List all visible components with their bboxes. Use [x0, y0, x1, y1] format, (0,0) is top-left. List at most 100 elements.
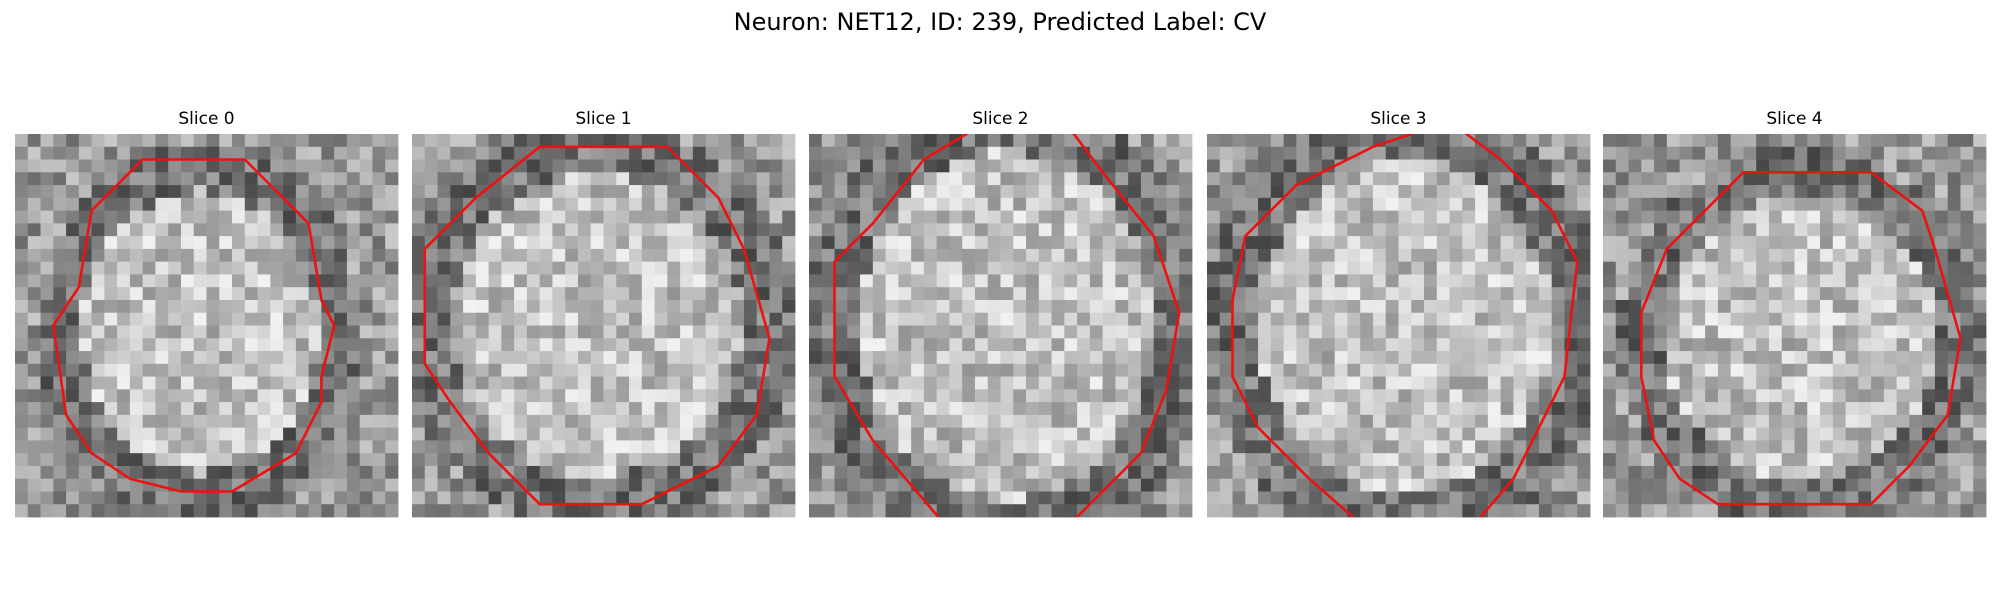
- pixel: [1538, 236, 1553, 250]
- pixel: [27, 414, 41, 429]
- pixel: [1909, 338, 1923, 352]
- pixel: [1858, 478, 1872, 492]
- pixel: [1717, 363, 1732, 377]
- pixel: [1947, 440, 1961, 454]
- pixel: [372, 351, 386, 365]
- pixel: [898, 402, 912, 416]
- pixel: [1347, 274, 1361, 288]
- pixel: [590, 389, 604, 403]
- pixel: [1334, 414, 1348, 429]
- pixel: [1232, 402, 1246, 416]
- pixel: [1449, 440, 1463, 454]
- pixel: [987, 414, 1001, 429]
- pixel: [1807, 197, 1821, 211]
- pixel: [219, 338, 233, 352]
- pixel: [142, 274, 156, 288]
- pixel: [1487, 236, 1502, 250]
- pixel: [1128, 287, 1142, 301]
- pixel: [142, 363, 156, 377]
- pixel: [372, 453, 386, 467]
- pixel: [692, 287, 707, 301]
- pixel: [321, 504, 335, 518]
- pixel: [911, 504, 925, 518]
- panel-title: Slice 2: [972, 109, 1028, 129]
- pixel: [385, 491, 399, 505]
- pixel: [1513, 312, 1527, 326]
- pixel: [1207, 402, 1221, 416]
- pixel: [1832, 453, 1846, 467]
- pixel: [1360, 312, 1374, 326]
- pixel: [412, 172, 426, 186]
- pixel: [1641, 440, 1655, 454]
- pixel: [1743, 351, 1757, 365]
- pixel: [1064, 389, 1078, 403]
- pixel: [1666, 325, 1680, 339]
- pixel: [1398, 478, 1412, 492]
- pixel: [1000, 338, 1014, 352]
- pixel: [641, 414, 655, 429]
- pixel: [1115, 197, 1129, 211]
- pixel: [514, 236, 528, 250]
- pixel: [168, 338, 182, 352]
- pixel: [1102, 440, 1116, 454]
- pixel: [1026, 197, 1040, 211]
- pixel: [743, 478, 758, 492]
- pixel: [898, 146, 912, 160]
- pixel: [1283, 134, 1297, 148]
- pixel: [1245, 389, 1259, 403]
- pixel: [283, 389, 297, 403]
- pixel: [1424, 159, 1438, 173]
- pixel: [129, 146, 144, 160]
- pixel: [577, 491, 592, 505]
- pixel: [463, 402, 477, 416]
- pixel: [1102, 453, 1116, 467]
- pixel: [1641, 325, 1655, 339]
- pixel: [206, 427, 220, 441]
- pixel: [257, 376, 271, 390]
- pixel: [91, 478, 105, 492]
- pixel: [616, 491, 630, 505]
- pixel: [949, 465, 963, 480]
- pixel: [232, 389, 246, 403]
- pixel: [1858, 210, 1872, 224]
- pixel: [270, 351, 284, 365]
- pixel: [1475, 338, 1489, 352]
- pixel: [552, 299, 566, 314]
- pixel: [1166, 210, 1180, 224]
- pixel: [180, 338, 195, 352]
- pixel: [834, 351, 848, 365]
- pixel: [1077, 236, 1091, 250]
- pixel: [1436, 299, 1450, 314]
- pixel: [654, 261, 668, 275]
- pixel: [1038, 376, 1052, 390]
- pixel: [1832, 134, 1846, 148]
- pixel: [1258, 363, 1272, 377]
- pixel: [1615, 453, 1629, 467]
- pixel: [552, 478, 566, 492]
- pixel: [705, 414, 719, 429]
- pixel: [1219, 351, 1233, 365]
- pixel: [27, 299, 41, 314]
- pixel: [1347, 440, 1361, 454]
- pixel: [1475, 453, 1489, 467]
- pixel: [782, 376, 796, 390]
- pixel: [412, 210, 426, 224]
- pixel: [257, 325, 271, 339]
- pixel: [1321, 287, 1336, 301]
- pixel: [1372, 389, 1387, 403]
- pixel: [1360, 325, 1374, 339]
- pixel: [117, 146, 131, 160]
- pixel: [193, 363, 207, 377]
- pixel: [334, 299, 348, 314]
- pixel: [1064, 185, 1078, 199]
- pixel: [1973, 274, 1987, 288]
- pixel: [756, 478, 770, 492]
- pixel: [206, 274, 220, 288]
- pixel: [1960, 338, 1974, 352]
- pixel: [1270, 465, 1284, 480]
- pixel: [987, 299, 1001, 314]
- pixel: [180, 134, 195, 148]
- pixel: [283, 465, 297, 480]
- pixel: [1871, 376, 1885, 390]
- pixel: [539, 172, 553, 186]
